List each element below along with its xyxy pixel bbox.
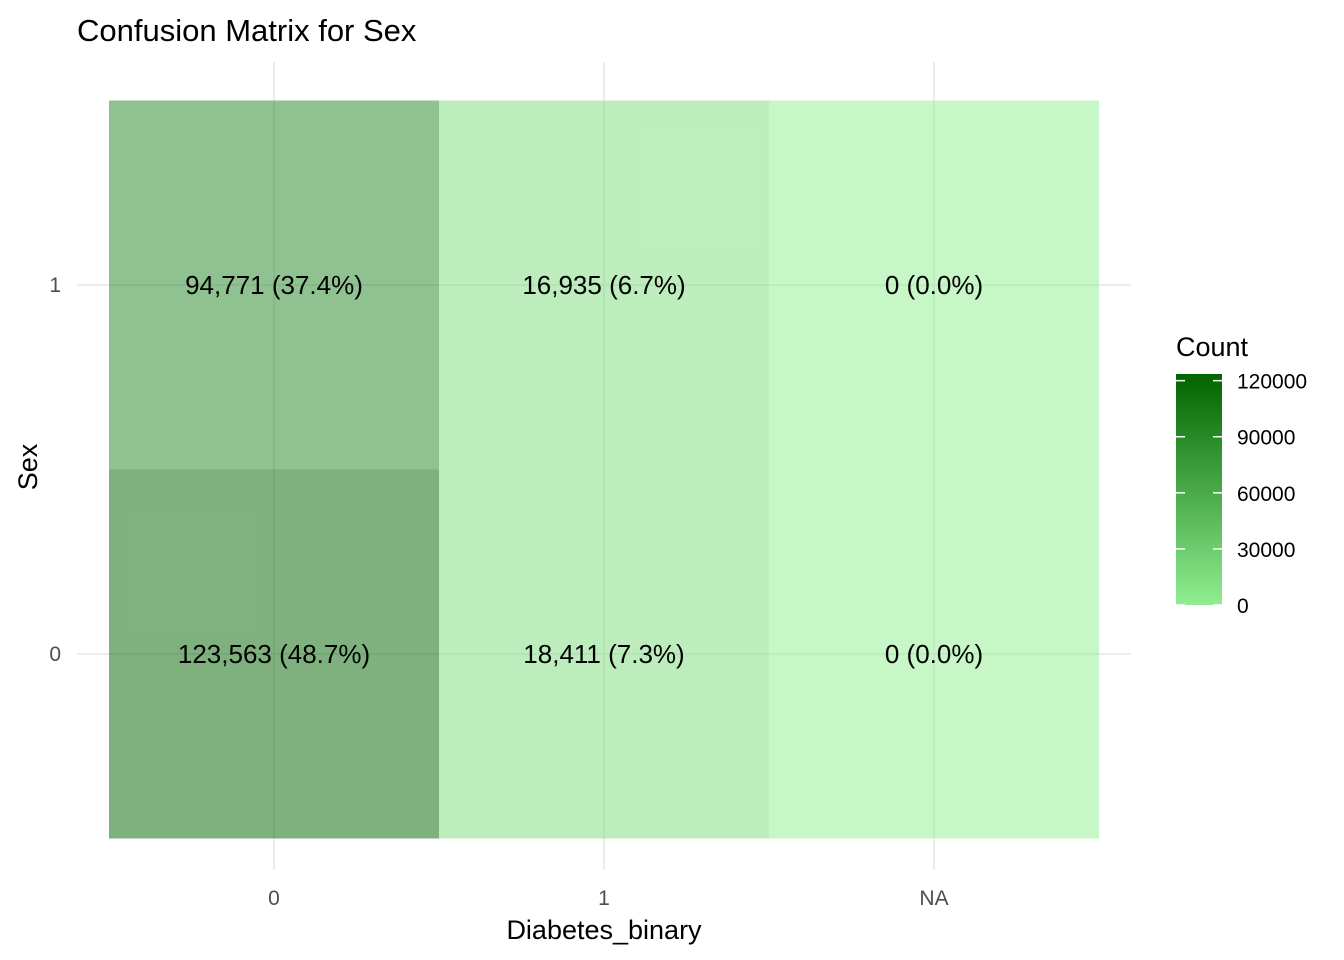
cell-labels: 94,771 (37.4%) 16,935 (6.7%) 0 (0.0%) 123,5… [178, 270, 983, 669]
heatmap-cell-1-1 [439, 100, 769, 470]
chart-title: Confusion Matrix for Sex [77, 13, 417, 48]
cell-label-NA-0: 0 (0.0%) [885, 639, 983, 669]
legend-tick-label-30000: 30000 [1237, 539, 1295, 562]
legend-tick-label-90000: 90000 [1237, 427, 1295, 450]
heatmap-cell-1-0 [439, 469, 769, 839]
x-tick-label-0: 0 [268, 887, 280, 910]
cell-label-NA-1: 0 (0.0%) [885, 270, 983, 300]
x-axis-label: Diabetes_binary [506, 915, 702, 945]
y-axis-label: Sex [13, 443, 43, 490]
x-axis-ticks: 0 1 NA [268, 887, 948, 910]
heatmap-cell-0-0 [109, 469, 439, 839]
heatmap-cell-NA-1 [769, 100, 1099, 470]
color-legend: Count 0 30000 60000 90000 120000 [1176, 332, 1307, 618]
y-tick-label-0: 0 [49, 643, 61, 666]
legend-tick-label-120000: 120000 [1237, 371, 1307, 394]
y-tick-label-1: 1 [49, 274, 61, 297]
heatmap-cell-NA-0 [769, 469, 1099, 839]
x-tick-label-NA: NA [919, 887, 948, 910]
cell-label-0-1: 94,771 (37.4%) [185, 270, 363, 300]
heatmap-tiles [109, 100, 1099, 839]
legend-tick-label-60000: 60000 [1237, 483, 1295, 506]
cell-label-1-1: 16,935 (6.7%) [522, 270, 685, 300]
x-tick-label-1: 1 [598, 887, 610, 910]
legend-colorbar [1176, 374, 1222, 605]
y-axis-ticks: 01 [49, 274, 61, 666]
cell-label-0-0: 123,563 (48.7%) [178, 639, 370, 669]
heatmap-cell-0-1 [109, 100, 439, 470]
legend-tick-label-0: 0 [1237, 595, 1249, 618]
legend-title: Count [1176, 332, 1249, 362]
legend-ticks: 0 30000 60000 90000 120000 [1176, 371, 1307, 618]
cell-label-1-0: 18,411 (7.3%) [523, 639, 684, 669]
